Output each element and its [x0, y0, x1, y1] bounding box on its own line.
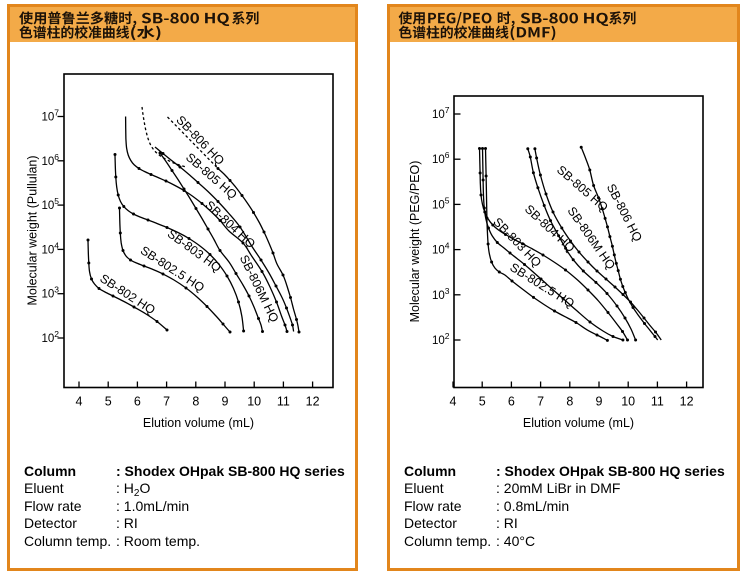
svg-text:4: 4: [76, 395, 83, 409]
svg-text:7: 7: [537, 395, 544, 409]
svg-text:106: 106: [432, 150, 450, 166]
svg-text:Elution volume (mL): Elution volume (mL): [143, 416, 254, 430]
svg-text:5: 5: [105, 395, 112, 409]
svg-text:7: 7: [163, 395, 170, 409]
svg-text:104: 104: [41, 240, 59, 256]
svg-text:8: 8: [192, 395, 199, 409]
svg-text:10: 10: [247, 395, 261, 409]
svg-text:9: 9: [222, 395, 229, 409]
svg-text:107: 107: [41, 108, 59, 124]
svg-text:11: 11: [277, 395, 290, 409]
svg-text:SB-802 HQ: SB-802 HQ: [97, 271, 157, 317]
svg-text:9: 9: [596, 395, 603, 409]
svg-text:Molecular weight (PEG/PEO): Molecular weight (PEG/PEO): [408, 161, 422, 323]
svg-text:Elution volume (mL): Elution volume (mL): [523, 416, 634, 430]
svg-text:104: 104: [432, 241, 450, 257]
svg-text:12: 12: [680, 395, 694, 409]
svg-text:5: 5: [479, 395, 486, 409]
svg-text:SB-806M HQ: SB-806M HQ: [237, 253, 282, 325]
svg-text:107: 107: [432, 105, 450, 121]
svg-text:Molecular weight (Pullulan): Molecular weight (Pullulan): [26, 155, 40, 305]
svg-text:105: 105: [432, 195, 450, 211]
svg-text:106: 106: [41, 152, 59, 168]
svg-text:12: 12: [306, 395, 320, 409]
svg-text:105: 105: [41, 196, 59, 212]
svg-text:10: 10: [621, 395, 635, 409]
svg-text:103: 103: [41, 285, 59, 301]
svg-text:SB-805 HQ: SB-805 HQ: [554, 163, 611, 215]
svg-text:103: 103: [432, 286, 450, 302]
svg-text:4: 4: [450, 395, 457, 409]
svg-text:11: 11: [651, 395, 664, 409]
svg-text:102: 102: [432, 331, 450, 347]
svg-text:6: 6: [134, 395, 141, 409]
svg-text:102: 102: [41, 329, 59, 345]
svg-text:6: 6: [508, 395, 515, 409]
svg-text:8: 8: [566, 395, 573, 409]
